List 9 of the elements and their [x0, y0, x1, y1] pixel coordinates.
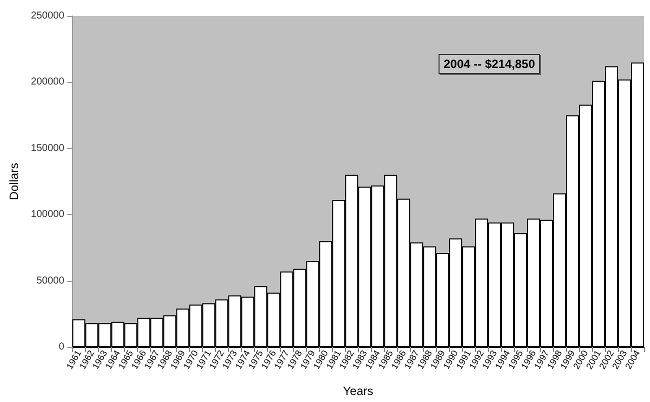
x-axis-title: Years	[343, 384, 374, 398]
y-tick-label: 100000	[30, 209, 65, 220]
y-tick-label: 50000	[36, 275, 65, 286]
y-tick-label: 200000	[30, 76, 65, 88]
y-axis-title: Dollars	[7, 162, 21, 200]
y-tick-label: 150000	[30, 142, 65, 154]
y-tick-label: 250000	[30, 10, 65, 22]
annotation: 2004 -- $214,850	[444, 57, 536, 71]
y-tick-label: 0	[58, 342, 65, 352]
